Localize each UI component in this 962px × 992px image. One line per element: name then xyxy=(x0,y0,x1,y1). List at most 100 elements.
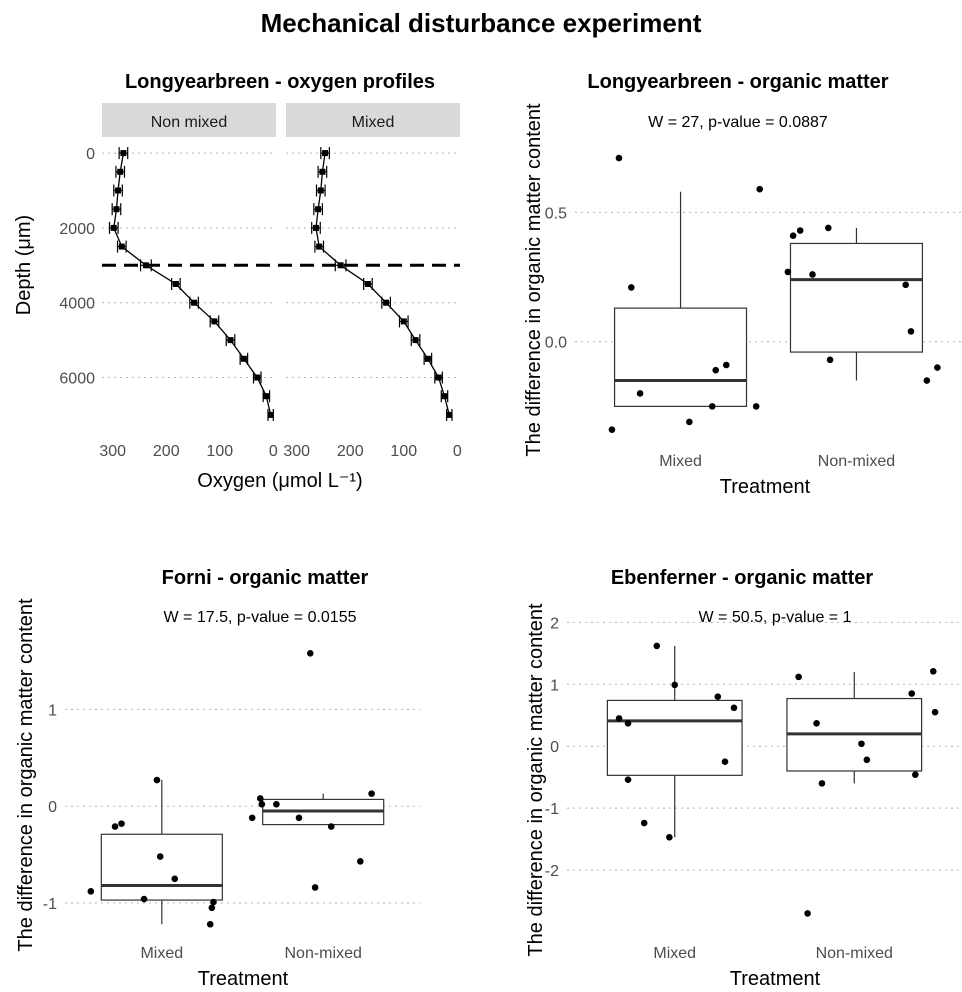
data-point xyxy=(306,649,314,657)
data-point xyxy=(934,364,941,371)
box xyxy=(100,833,223,901)
data-point xyxy=(826,356,834,364)
data-point xyxy=(315,206,322,213)
data-point xyxy=(752,403,760,410)
data-point xyxy=(446,411,453,418)
x-tick-label: Non-mixed xyxy=(816,945,893,962)
data-point xyxy=(671,681,679,689)
data-point xyxy=(931,708,939,716)
data-point xyxy=(115,187,122,194)
data-point xyxy=(117,168,124,175)
data-point xyxy=(400,318,407,325)
longyearbreen-y-axis-label: The difference in organic matter content xyxy=(523,103,545,457)
forni-y-axis-label: The difference in organic matter content xyxy=(15,598,37,952)
data-point xyxy=(153,776,161,784)
x-tick-label: 300 xyxy=(283,443,310,460)
data-point xyxy=(721,758,729,766)
y-tick-label: 0 xyxy=(48,799,57,816)
forni-x-axis-label: Treatment xyxy=(198,968,289,990)
longyearbreen-panel-title: Longyearbreen - organic matter xyxy=(587,71,888,93)
facet-strip-mixed xyxy=(286,103,460,137)
data-point xyxy=(809,271,816,278)
data-point xyxy=(615,154,623,162)
data-point xyxy=(312,224,319,231)
facet-strip-non-mixed xyxy=(102,103,276,137)
oxygen-x-axis-label: Oxygen (μmol L⁻¹) xyxy=(197,470,362,492)
data-point xyxy=(923,377,931,384)
data-point xyxy=(796,227,804,234)
data-point xyxy=(319,168,326,175)
y-tick-label: -2 xyxy=(545,863,559,880)
ebenferner-panel: Ebenferner - organic matter W = 50.5, p-… xyxy=(525,567,962,990)
data-point xyxy=(714,693,722,700)
longyearbreen-x-axis-label: Treatment xyxy=(720,476,811,498)
data-point xyxy=(784,268,792,276)
data-point xyxy=(140,895,148,903)
data-point xyxy=(756,185,764,193)
data-point xyxy=(424,355,431,362)
ebenferner-subtitle: W = 50.5, p-value = 1 xyxy=(699,609,852,626)
oxygen-profile-non-mixed xyxy=(108,147,274,421)
x-tick-label: 100 xyxy=(206,443,233,460)
data-point xyxy=(368,790,375,797)
data-point xyxy=(273,800,280,808)
data-point xyxy=(254,374,261,381)
data-point xyxy=(263,393,270,400)
facet-strip-label-non-mixed: Non mixed xyxy=(151,114,227,131)
y-tick-label: 0.5 xyxy=(545,205,567,222)
y-tick-label: 2 xyxy=(550,615,559,632)
data-point xyxy=(863,756,871,764)
data-point xyxy=(267,411,274,418)
data-point xyxy=(120,150,127,157)
x-tick-label: Non-mixed xyxy=(818,453,895,470)
data-point xyxy=(111,823,119,830)
longyearbreen-panel: Longyearbreen - organic matter W = 27, p… xyxy=(523,71,962,498)
data-point xyxy=(142,262,149,269)
ebenferner-y-axis-label: The difference in organic matter content xyxy=(525,603,547,957)
data-point xyxy=(624,776,632,783)
y-tick-label: -1 xyxy=(545,801,559,818)
data-point xyxy=(211,318,218,325)
data-point xyxy=(627,284,635,291)
data-point xyxy=(653,642,661,650)
data-point xyxy=(804,910,811,917)
data-point xyxy=(722,361,730,369)
data-point xyxy=(248,814,256,822)
data-point xyxy=(256,795,264,802)
data-point xyxy=(624,720,632,727)
data-point xyxy=(712,366,720,374)
oxygen-facet-non-mixed: Non mixed xyxy=(102,103,276,421)
oxygen-y-ticks: 0 2000 4000 6000 xyxy=(59,146,95,387)
data-point xyxy=(615,715,623,722)
data-point xyxy=(364,281,371,287)
y-tick-label: 1 xyxy=(48,702,57,719)
x-tick-label: 100 xyxy=(390,443,417,460)
data-point xyxy=(825,224,832,232)
data-point xyxy=(907,328,915,335)
data-point xyxy=(227,337,234,344)
ebenferner-plot: -2 -1 0 1 2 Mixed Non-mixed xyxy=(545,615,962,962)
data-point xyxy=(640,819,648,827)
ebenferner-panel-title: Ebenferner - organic matter xyxy=(611,567,874,589)
longyearbreen-subtitle: W = 27, p-value = 0.0887 xyxy=(648,114,828,131)
data-point xyxy=(118,820,125,827)
oxygen-profile-mixed xyxy=(311,147,453,421)
y-tick-label: 0 xyxy=(86,146,95,163)
oxygen-x-ticks: 300 200 100 0 300 200 100 0 xyxy=(99,443,462,460)
data-point xyxy=(208,904,216,912)
oxygen-panel: Longyearbreen - oxygen profiles Non mixe… xyxy=(13,71,462,492)
data-point xyxy=(902,281,910,289)
data-point xyxy=(686,418,693,426)
data-point xyxy=(295,814,303,822)
oxygen-grid xyxy=(102,152,460,379)
data-point xyxy=(730,704,738,712)
figure-title: Mechanical disturbance experiment xyxy=(261,8,702,38)
data-point xyxy=(636,390,644,397)
forni-plot: -1 0 1 Mixed Non-mixed xyxy=(43,649,420,962)
x-tick-label: 0 xyxy=(453,443,462,460)
data-point xyxy=(789,232,797,239)
forni-panel: Forni - organic matter W = 17.5, p-value… xyxy=(15,567,420,990)
data-point xyxy=(666,833,673,841)
box xyxy=(613,307,748,407)
